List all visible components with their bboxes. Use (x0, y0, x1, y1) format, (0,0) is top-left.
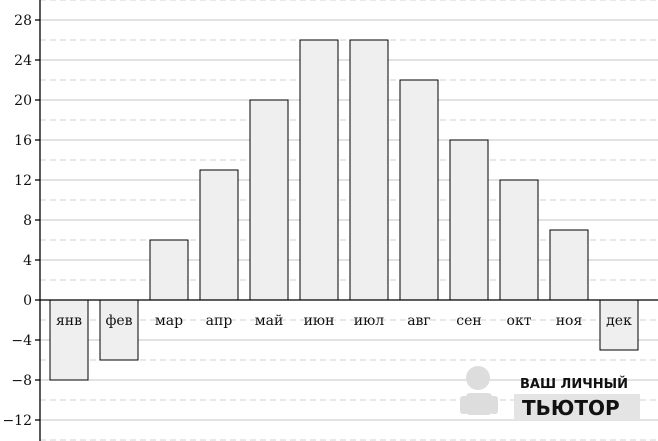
category-label: авг (407, 313, 431, 329)
y-tick-label: 20 (14, 93, 32, 109)
category-label: июн (304, 313, 335, 329)
y-tick-label: 28 (14, 13, 32, 29)
tutor-mascot-icon (460, 366, 498, 415)
category-label: май (255, 313, 284, 329)
y-tick-label: −8 (11, 373, 32, 389)
y-tick-labels: 28 24 20 16 12 8 4 0 −4 −8 −12 (2, 13, 32, 429)
bars (49, 39, 639, 381)
bar-май (249, 99, 289, 301)
bar-фев (99, 299, 139, 361)
category-label: фев (105, 313, 132, 329)
bar-сен (449, 139, 489, 301)
watermark-line2: ТЬЮТОР (522, 396, 620, 420)
watermark-banner (514, 394, 640, 420)
category-label: ноя (556, 313, 583, 329)
category-label: янв (56, 313, 82, 329)
y-tick-label: 8 (23, 213, 32, 229)
category-label: июл (354, 313, 385, 329)
y-tick-label: −12 (2, 413, 32, 429)
bar-мар (149, 239, 189, 301)
bar-июн (299, 39, 339, 301)
category-label: сен (456, 313, 481, 329)
bar-дек (599, 299, 639, 351)
grid-lines (40, 0, 658, 441)
y-tick-label: 12 (14, 173, 32, 189)
category-label: дек (606, 313, 632, 329)
bar-окт (499, 179, 539, 301)
category-label: окт (507, 313, 532, 329)
y-tick-label: 0 (23, 293, 32, 309)
y-tick-label: 4 (23, 253, 32, 269)
bar-ноя (549, 229, 589, 301)
bar-апр (199, 169, 239, 301)
bar-авг (399, 79, 439, 301)
category-labels: янв фев мар апр май июн июл авг сен окт ноя дек (56, 313, 632, 329)
y-tick-label: 16 (14, 133, 32, 149)
watermark-line1: ВАШ ЛИЧНЫЙ (520, 376, 628, 392)
bar-июл (349, 39, 389, 301)
category-label: апр (206, 313, 233, 329)
y-tick-label: −4 (11, 333, 32, 349)
bar-янв (49, 299, 89, 381)
category-label: мар (155, 313, 183, 329)
watermark: ВАШ ЛИЧНЫЙ ТЬЮТОР (460, 366, 640, 420)
axes (35, 0, 658, 441)
y-tick-label: 24 (14, 53, 32, 69)
